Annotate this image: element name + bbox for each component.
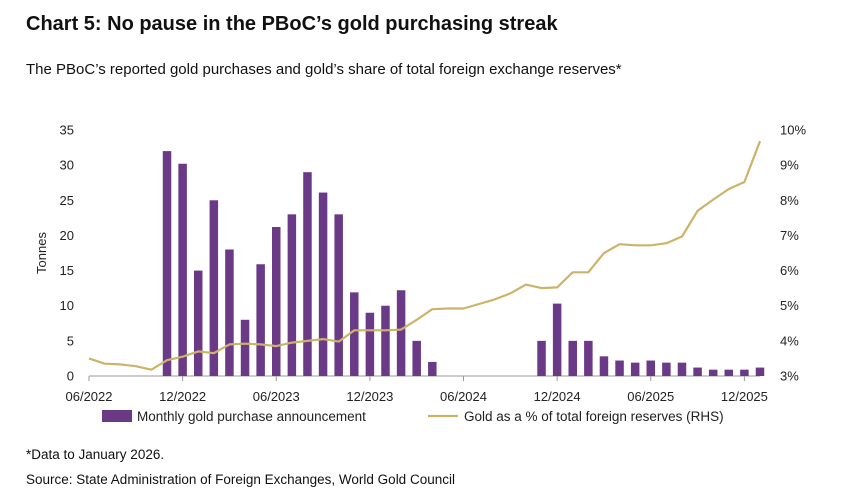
bar <box>334 214 343 376</box>
y-left-tick-label: 0 <box>67 369 74 384</box>
y-left-tick-label: 35 <box>60 123 74 138</box>
bar <box>240 319 250 376</box>
bar <box>693 367 702 376</box>
x-tick-label: 06/2025 <box>627 389 674 404</box>
bar <box>552 303 562 376</box>
source-note: Source: State Administration of Foreign … <box>26 472 455 487</box>
bar <box>724 369 734 376</box>
chart-title: Chart 5: No pause in the PBoC’s gold pur… <box>26 13 558 35</box>
y-right-tick-label: 4% <box>780 333 799 348</box>
bar <box>193 270 203 376</box>
x-tick-label: 12/2024 <box>534 389 581 404</box>
bar <box>599 356 609 376</box>
bar <box>677 362 687 376</box>
x-tick-label: 06/2022 <box>66 389 113 404</box>
bar <box>272 226 281 376</box>
y-left-tick-label: 15 <box>60 263 74 278</box>
bar <box>662 362 671 376</box>
bar <box>303 172 312 376</box>
legend-bar-swatch <box>102 410 132 422</box>
bar <box>162 151 172 376</box>
bar <box>630 362 640 376</box>
legend-line-label: Gold as a % of total foreign reserves (R… <box>464 409 724 424</box>
bar <box>365 312 375 376</box>
y-left-tick-label: 25 <box>60 193 74 208</box>
bar <box>178 163 187 376</box>
bar <box>708 369 718 376</box>
x-tick-label: 06/2024 <box>440 389 487 404</box>
bar <box>318 192 328 376</box>
legend-bar-label: Monthly gold purchase announcement <box>137 409 366 424</box>
bar <box>568 340 577 376</box>
y-left-tick-label: 20 <box>60 228 74 243</box>
x-axis-ticks: 06/2022 12/2022 06/2023 12/2023 06/2024 12/20… <box>66 376 768 404</box>
y-right-tick-label: 7% <box>780 228 799 243</box>
bar <box>381 305 390 376</box>
bar <box>350 292 359 376</box>
bar <box>740 369 749 376</box>
y-right-tick-label: 8% <box>780 193 799 208</box>
bar-series <box>162 151 765 376</box>
right-axis-ticks: 3% 4% 5% 6% 7% 8% 9% 10% <box>780 123 806 384</box>
bar <box>412 340 421 376</box>
y-right-tick-label: 3% <box>780 369 799 384</box>
y-left-tick-label: 10 <box>60 298 74 313</box>
chart-subtitle: The PBoC’s reported gold purchases and g… <box>26 61 622 78</box>
y-axis-label: Tonnes <box>34 232 49 274</box>
bar <box>225 249 234 376</box>
bar <box>396 290 406 376</box>
bar <box>646 360 656 376</box>
bar <box>256 264 265 376</box>
bar <box>428 361 437 376</box>
bar <box>584 340 593 376</box>
x-tick-label: 12/2025 <box>721 389 768 404</box>
y-left-tick-label: 30 <box>60 158 74 173</box>
bar <box>537 340 546 376</box>
bar <box>209 200 219 376</box>
bar <box>287 214 297 376</box>
x-tick-label: 06/2023 <box>253 389 300 404</box>
y-right-tick-label: 9% <box>780 158 799 173</box>
left-axis-ticks: 0 5 10 15 20 25 30 35 <box>60 123 74 384</box>
bar <box>615 360 624 376</box>
x-tick-label: 12/2023 <box>346 389 393 404</box>
footnote: *Data to January 2026. <box>26 447 165 462</box>
line-series <box>88 140 762 371</box>
y-right-tick-label: 6% <box>780 263 799 278</box>
y-right-tick-label: 5% <box>780 298 799 313</box>
x-tick-label: 12/2022 <box>159 389 206 404</box>
y-right-tick-label: 10% <box>780 123 806 138</box>
legend: Monthly gold purchase announcement Gold … <box>102 409 724 424</box>
y-left-tick-label: 5 <box>67 333 74 348</box>
bar <box>755 367 765 376</box>
